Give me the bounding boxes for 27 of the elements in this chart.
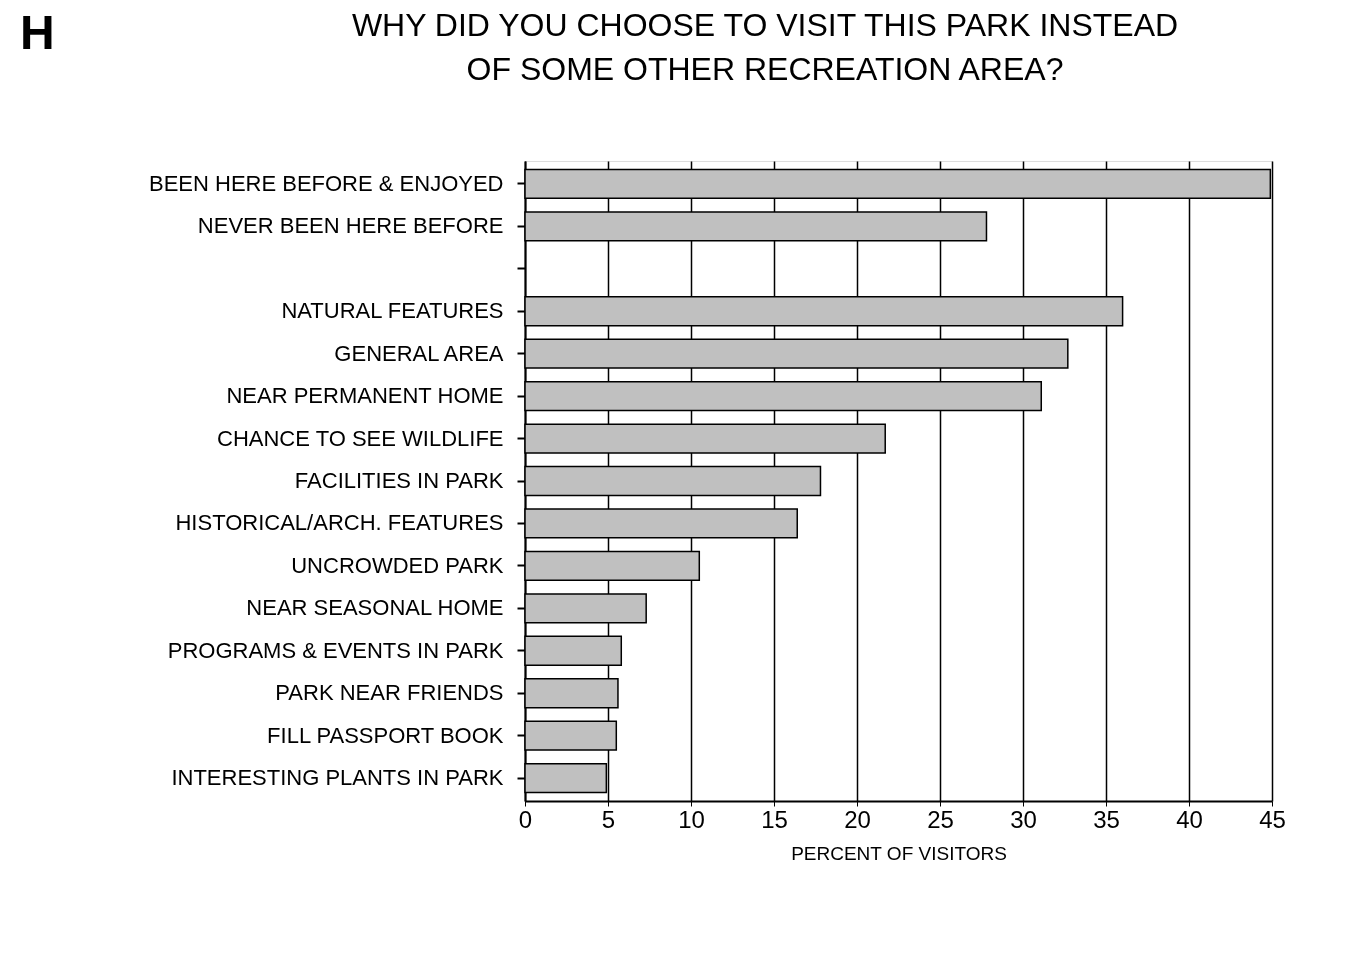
y-tick-label: PARK NEAR FRIENDS [275, 680, 504, 706]
y-tick-label: BEEN HERE BEFORE & ENJOYED [148, 170, 504, 196]
x-tick-label: 15 [761, 805, 788, 833]
y-tick-label: PROGRAMS & EVENTS IN PARK [167, 637, 504, 663]
y-tick-label: FILL PASSPORT BOOK [267, 722, 504, 748]
y-tick-label: HISTORICAL/ARCH. FEATURES [175, 510, 504, 536]
x-tick-label: 5 [601, 805, 616, 833]
x-tick-label: 20 [844, 805, 871, 833]
y-tick-label: GENERAL AREA [334, 340, 504, 366]
y-tick-label: UNCROWDED PARK [291, 552, 504, 578]
y-tick-label: NATURAL FEATURES [281, 298, 504, 324]
x-tick-label: 40 [1176, 805, 1203, 833]
text: H [20, 6, 55, 59]
x-tick-label: 35 [1093, 805, 1120, 833]
x-tick-label: 30 [1010, 805, 1037, 833]
x-tick-label: 25 [927, 805, 954, 833]
y-tick-label: INTERESTING PLANTS IN PARK [171, 765, 504, 791]
y-tick-label: FACILITIES IN PARK [294, 468, 504, 493]
y-tick-label: NEVER BEEN HERE BEFORE [197, 213, 504, 239]
y-tick-label: NEAR PERMANENT HOME [226, 383, 504, 409]
y-tick-label: CHANCE TO SEE WILDLIFE [217, 425, 504, 451]
x-tick-label: 45 [1259, 805, 1286, 833]
x-tick-label: 10 [678, 805, 705, 833]
x-tick-label: 0 [518, 805, 533, 833]
y-tick-label: NEAR SEASONAL HOME [246, 595, 504, 621]
chart-title: WHY DID YOU CHOOSE TO VISIT THIS PARK INSTEAD OF SOME OTHER RECREATION AREA? [351, 7, 1179, 87]
x-axis-title: PERCENT OF VISITORS [791, 842, 1007, 864]
